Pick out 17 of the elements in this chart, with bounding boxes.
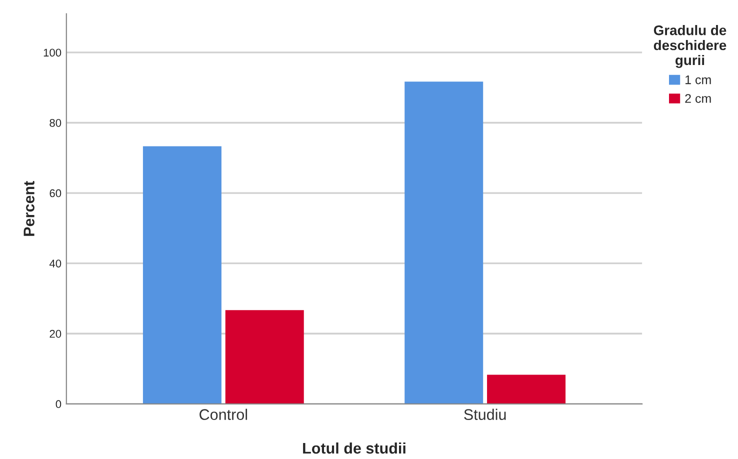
x-axis-title: Lotul de studii (303, 442, 406, 454)
y-tick-label: 40 (49, 260, 62, 268)
y-tick-label: 60 (50, 189, 62, 198)
y-tick-label: 20 (50, 330, 62, 338)
y-tick-label: 100 (44, 48, 62, 57)
y-tick-label: 0 (56, 400, 62, 408)
bar (487, 374, 566, 404)
legend-label: 1 cm (686, 75, 711, 84)
y-tick-label: 80 (50, 119, 62, 127)
legend-title: Gradulu de deschidere gurii (654, 25, 726, 68)
bar (225, 310, 304, 404)
x-tick-label: Control (200, 408, 248, 420)
bar (404, 82, 484, 404)
y-axis-title: Percent (24, 181, 34, 236)
legend-label: 2 cm (685, 94, 711, 103)
bar (142, 146, 222, 404)
x-tick-label: Studiu (464, 408, 506, 420)
